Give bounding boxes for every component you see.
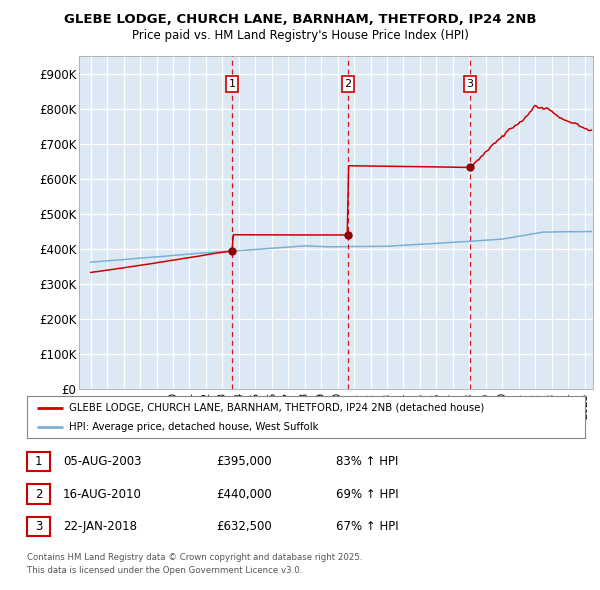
Text: £440,000: £440,000 <box>216 488 272 501</box>
Text: 83% ↑ HPI: 83% ↑ HPI <box>336 455 398 468</box>
Text: 22-JAN-2018: 22-JAN-2018 <box>63 520 137 533</box>
Text: 2: 2 <box>344 79 352 89</box>
Text: Contains HM Land Registry data © Crown copyright and database right 2025.: Contains HM Land Registry data © Crown c… <box>27 553 362 562</box>
Text: 67% ↑ HPI: 67% ↑ HPI <box>336 520 398 533</box>
Text: GLEBE LODGE, CHURCH LANE, BARNHAM, THETFORD, IP24 2NB (detached house): GLEBE LODGE, CHURCH LANE, BARNHAM, THETF… <box>69 402 484 412</box>
Text: 3: 3 <box>35 520 42 533</box>
Text: Price paid vs. HM Land Registry's House Price Index (HPI): Price paid vs. HM Land Registry's House … <box>131 30 469 42</box>
Text: This data is licensed under the Open Government Licence v3.0.: This data is licensed under the Open Gov… <box>27 566 302 575</box>
Text: £395,000: £395,000 <box>216 455 272 468</box>
Text: 16-AUG-2010: 16-AUG-2010 <box>63 488 142 501</box>
Text: 3: 3 <box>467 79 473 89</box>
Text: GLEBE LODGE, CHURCH LANE, BARNHAM, THETFORD, IP24 2NB: GLEBE LODGE, CHURCH LANE, BARNHAM, THETF… <box>64 13 536 26</box>
Text: 05-AUG-2003: 05-AUG-2003 <box>63 455 142 468</box>
Text: 1: 1 <box>229 79 236 89</box>
Text: 69% ↑ HPI: 69% ↑ HPI <box>336 488 398 501</box>
Text: 1: 1 <box>35 455 42 468</box>
Text: HPI: Average price, detached house, West Suffolk: HPI: Average price, detached house, West… <box>69 422 319 432</box>
Text: £632,500: £632,500 <box>216 520 272 533</box>
Text: 2: 2 <box>35 487 42 501</box>
